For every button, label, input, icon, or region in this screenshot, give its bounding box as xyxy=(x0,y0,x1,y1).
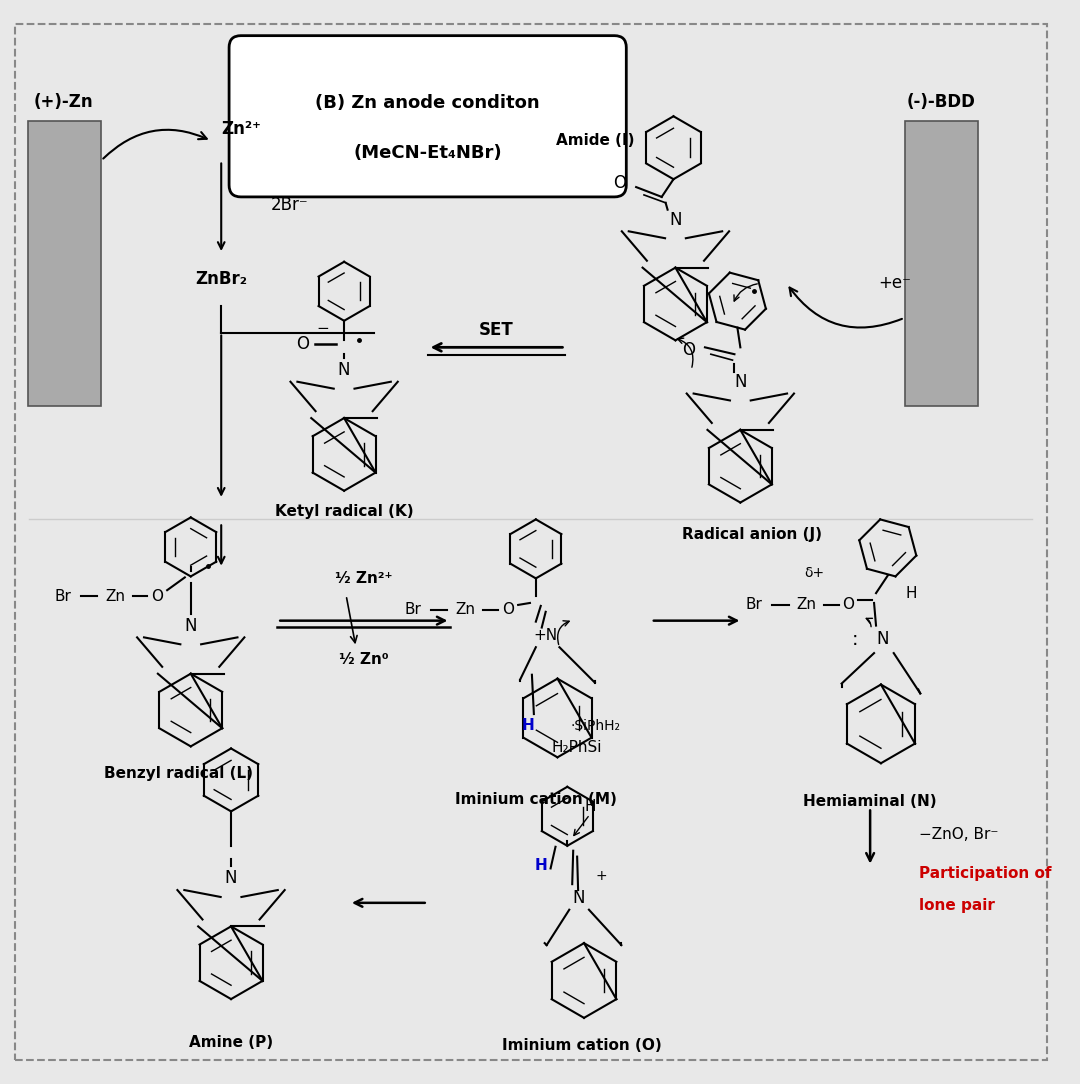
Text: Participation of: Participation of xyxy=(919,866,1052,881)
Text: (-)-BDD: (-)-BDD xyxy=(906,92,975,111)
Text: ¹⁄₂ Zn²⁺: ¹⁄₂ Zn²⁺ xyxy=(335,571,392,585)
Text: Zn: Zn xyxy=(796,597,816,612)
Text: N: N xyxy=(225,869,238,887)
FancyBboxPatch shape xyxy=(905,121,978,406)
Text: Amide (I): Amide (I) xyxy=(555,133,634,149)
Text: ¹⁄₂ Zn⁰: ¹⁄₂ Zn⁰ xyxy=(339,653,389,668)
Text: Br: Br xyxy=(405,603,421,618)
Text: N: N xyxy=(572,889,585,907)
Text: (B) Zn anode conditon: (B) Zn anode conditon xyxy=(315,94,540,113)
Text: δ+: δ+ xyxy=(804,567,824,580)
Text: Iminium cation (M): Iminium cation (M) xyxy=(455,792,617,808)
Text: ZnBr₂: ZnBr₂ xyxy=(195,270,247,287)
Text: +e⁻: +e⁻ xyxy=(878,274,912,293)
Text: :: : xyxy=(852,630,859,649)
Text: (+)-Zn: (+)-Zn xyxy=(35,92,94,111)
Text: ·SiPhH₂: ·SiPhH₂ xyxy=(570,719,620,733)
Text: Ketyl radical (K): Ketyl radical (K) xyxy=(274,504,414,519)
Text: +: + xyxy=(596,869,608,883)
Text: O: O xyxy=(151,589,163,604)
Text: N: N xyxy=(185,617,197,634)
Text: N: N xyxy=(734,373,746,390)
Text: Radical anion (J): Radical anion (J) xyxy=(683,527,822,542)
Text: N: N xyxy=(670,210,681,229)
Text: O: O xyxy=(681,341,694,359)
Text: H₂PhSi: H₂PhSi xyxy=(552,740,603,754)
Text: Zn: Zn xyxy=(105,589,125,604)
Text: Zn²⁺: Zn²⁺ xyxy=(221,120,261,138)
Text: −: − xyxy=(316,321,329,336)
Text: H: H xyxy=(906,585,917,601)
FancyBboxPatch shape xyxy=(15,24,1048,1060)
Text: SET: SET xyxy=(480,321,514,338)
Text: O: O xyxy=(613,175,626,192)
Text: −ZnO, Br⁻: −ZnO, Br⁻ xyxy=(919,826,999,841)
Text: H: H xyxy=(522,719,535,734)
Text: Iminium cation (O): Iminium cation (O) xyxy=(502,1037,662,1053)
Text: O: O xyxy=(502,603,514,618)
FancyBboxPatch shape xyxy=(27,121,102,406)
Text: lone pair: lone pair xyxy=(919,899,995,914)
Text: (MeCN-Et₄NBr): (MeCN-Et₄NBr) xyxy=(353,144,502,162)
Text: O: O xyxy=(842,597,854,612)
Text: Benzyl radical (L): Benzyl radical (L) xyxy=(105,765,254,780)
Text: H: H xyxy=(535,857,548,873)
FancyBboxPatch shape xyxy=(229,36,626,197)
Text: N: N xyxy=(338,361,350,379)
Text: Br: Br xyxy=(745,597,762,612)
Text: +N: +N xyxy=(534,628,557,643)
Text: 2Br⁻: 2Br⁻ xyxy=(270,196,308,214)
Text: Br: Br xyxy=(54,589,71,604)
Text: Hemiaminal (N): Hemiaminal (N) xyxy=(804,795,937,809)
Text: Zn: Zn xyxy=(455,603,475,618)
Text: Amine (P): Amine (P) xyxy=(189,1035,273,1050)
Text: N: N xyxy=(876,630,889,648)
Text: H: H xyxy=(584,799,596,814)
Text: O: O xyxy=(296,335,309,353)
